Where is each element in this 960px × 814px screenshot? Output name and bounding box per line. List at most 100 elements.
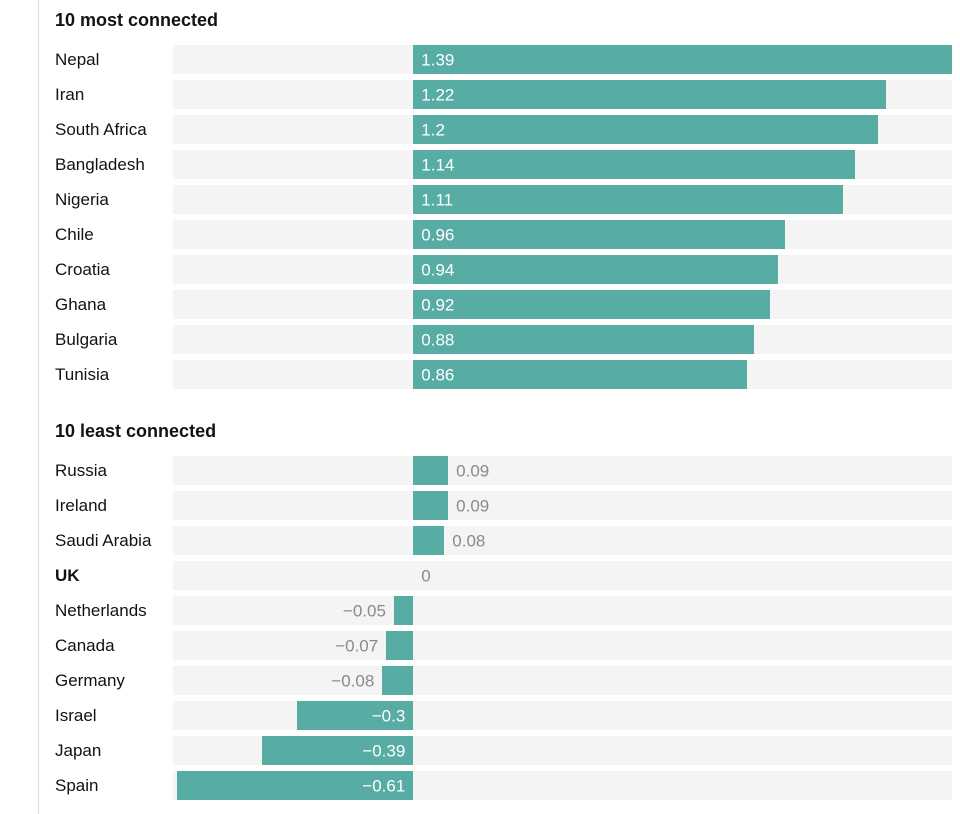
bar-row: Netherlands −0.05 [55, 596, 952, 625]
bar-row: South Africa 1.2 [55, 115, 952, 144]
value-label: −0.3 [371, 706, 406, 725]
section-title-most-connected: 10 most connected [55, 10, 219, 30]
country-label: Croatia [55, 259, 110, 279]
country-label: Bulgaria [55, 329, 118, 349]
bar-track: 0.09 [173, 456, 952, 485]
country-label: Spain [55, 775, 99, 795]
bar-rows-least-connected: Russia 0.09 Ireland 0.09 Saudi Arabia 0.08 UK 0… [55, 456, 952, 800]
value-bar [413, 220, 786, 249]
bar-row: Ireland 0.09 [55, 491, 952, 520]
country-label: Iran [55, 84, 85, 104]
value-bar [413, 150, 856, 179]
value-label: 0.86 [421, 365, 455, 384]
country-label: Nigeria [55, 189, 109, 209]
country-label: UK [55, 565, 80, 585]
value-bar [413, 185, 844, 214]
country-label: Tunisia [55, 364, 110, 384]
value-label: −0.08 [331, 671, 375, 690]
value-label: 1.39 [421, 50, 455, 69]
country-label: Ghana [55, 294, 107, 314]
bar-track: 0.88 [173, 325, 952, 354]
bar-row: UK 0 [55, 561, 952, 590]
bar-row: Croatia 0.94 [55, 255, 952, 284]
country-label: Russia [55, 460, 107, 480]
country-label: Ireland [55, 495, 107, 515]
value-label: 0.88 [421, 330, 455, 349]
value-bar [413, 290, 770, 319]
value-bar [176, 771, 414, 800]
value-bar [413, 360, 747, 389]
most-connected-section: 10 most connected Nepal 1.39 Iran 1.22 South… [55, 0, 952, 389]
value-bar [262, 736, 414, 765]
bar-track: −0.05 [173, 596, 952, 625]
value-bar [413, 80, 887, 109]
bar-rows-most-connected: Nepal 1.39 Iran 1.22 South Africa 1.2 Banglade… [55, 45, 952, 389]
bar-track: 0.96 [173, 220, 952, 249]
bar-row: Japan −0.39 [55, 736, 952, 765]
bar-row: Nigeria 1.11 [55, 185, 952, 214]
bar-row: Germany −0.08 [55, 666, 952, 695]
bar-row: Iran 1.22 [55, 80, 952, 109]
bar-row: Israel −0.3 [55, 701, 952, 730]
bar-row: Tunisia 0.86 [55, 360, 952, 389]
chart-content: 10 most connected Nepal 1.39 Iran 1.22 South… [55, 0, 952, 806]
bar-row: Russia 0.09 [55, 456, 952, 485]
country-label: Canada [55, 635, 115, 655]
value-bar [413, 325, 755, 354]
least-connected-section: 10 least connected Russia 0.09 Ireland 0.09… [55, 419, 952, 800]
bar-track: 1.11 [173, 185, 952, 214]
bar-track: 1.2 [173, 115, 952, 144]
country-label: Bangladesh [55, 154, 145, 174]
value-label: 1.11 [421, 190, 454, 209]
country-label: Chile [55, 224, 94, 244]
value-label: 0.92 [421, 295, 455, 314]
bar-track: 0.09 [173, 491, 952, 520]
bar-row: Saudi Arabia 0.08 [55, 526, 952, 555]
left-border-rule [38, 0, 39, 814]
bar-track: 0.94 [173, 255, 952, 284]
value-label: 0.09 [456, 496, 490, 515]
bar-track: −0.39 [173, 736, 952, 765]
bar-track: −0.3 [173, 701, 952, 730]
bar-track: −0.07 [173, 631, 952, 660]
value-label: 0.94 [421, 260, 455, 279]
value-label: 1.2 [421, 120, 445, 139]
bar-track: 1.22 [173, 80, 952, 109]
value-bar [297, 701, 414, 730]
value-label: 0.96 [421, 225, 455, 244]
bar-row: Nepal 1.39 [55, 45, 952, 74]
value-bar [393, 596, 414, 625]
bar-track: 0.92 [173, 290, 952, 319]
value-bar [413, 255, 778, 284]
value-bar [413, 115, 879, 144]
value-label: 0 [421, 566, 431, 585]
bar-row: Bangladesh 1.14 [55, 150, 952, 179]
bar-row: Spain −0.61 [55, 771, 952, 800]
country-label: Nepal [55, 49, 100, 69]
value-label: 0.09 [456, 461, 490, 480]
bar-track: 1.39 [173, 45, 952, 74]
value-bar [413, 526, 445, 555]
bar-track: 0.86 [173, 360, 952, 389]
value-bar [413, 456, 449, 485]
bar-track: 0 [173, 561, 952, 590]
bar-row: Chile 0.96 [55, 220, 952, 249]
value-label: −0.61 [362, 776, 406, 795]
country-label: Israel [55, 705, 97, 725]
bar-track: 0.08 [173, 526, 952, 555]
bar-track: −0.08 [173, 666, 952, 695]
value-label: 0.08 [452, 531, 486, 550]
value-label: −0.39 [362, 741, 406, 760]
country-label: South Africa [55, 119, 147, 139]
value-bar [413, 491, 449, 520]
value-bar [382, 666, 414, 695]
bar-row: Canada −0.07 [55, 631, 952, 660]
country-label: Netherlands [55, 600, 147, 620]
country-label: Saudi Arabia [55, 530, 152, 550]
value-label: −0.05 [342, 601, 386, 620]
country-label: Germany [55, 670, 125, 690]
value-label: −0.07 [335, 636, 379, 655]
value-label: 1.22 [421, 85, 455, 104]
section-title-least-connected: 10 least connected [55, 421, 217, 441]
